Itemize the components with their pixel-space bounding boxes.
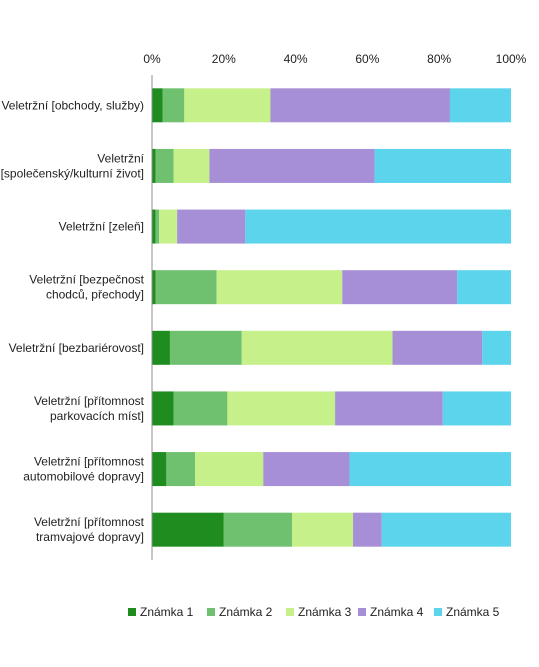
legend-label: Známka 2: [219, 605, 273, 619]
bar-segment: [392, 330, 483, 365]
x-tick-label: 80%: [427, 52, 451, 66]
bar-segment: [227, 391, 336, 426]
bar-segment: [169, 330, 242, 365]
bar-segment: [342, 270, 458, 305]
bar-segment: [152, 452, 167, 487]
bar-segment: [292, 512, 354, 547]
category-label: Veletržní [bezbariérovost]: [9, 341, 144, 355]
bar-segment: [177, 209, 246, 244]
legend-label: Známka 5: [446, 605, 500, 619]
bar-segment: [152, 148, 156, 183]
bar-segment: [223, 512, 293, 547]
bar-segment: [152, 391, 174, 426]
bar-segment: [270, 88, 450, 123]
bar-segment: [353, 512, 382, 547]
x-tick-label: 100%: [496, 52, 527, 66]
bar-segment: [152, 330, 170, 365]
bar-segment: [173, 148, 210, 183]
bar-segment: [195, 452, 264, 487]
category-label: Veletržní [přítomnost: [34, 515, 145, 529]
bar-segment: [152, 270, 156, 305]
bar-segment: [166, 452, 196, 487]
bar-segment: [263, 452, 350, 487]
bar-segment: [155, 148, 174, 183]
legend-item: Známka 2: [207, 605, 272, 619]
bar-segment: [173, 391, 228, 426]
category-label: Veletržní: [97, 151, 144, 165]
legend-label: Známka 3: [298, 605, 352, 619]
category-label: [společenský/kulturní život]: [1, 166, 144, 180]
legend-swatch: [286, 608, 294, 616]
bar-segment: [152, 512, 224, 547]
legend-swatch: [358, 608, 366, 616]
chart-legend: Známka 1 Známka 2 Známka 3 Známka 4 Známka 5: [0, 601, 539, 625]
legend-item: Známka 3: [286, 605, 351, 619]
x-tick-label: 0%: [143, 52, 161, 66]
bar-segment: [381, 512, 511, 547]
bar-segment: [335, 391, 443, 426]
bar-segment: [482, 330, 511, 365]
category-label: Veletržní [bezpečnost: [29, 273, 144, 287]
bar-segment: [152, 209, 156, 244]
x-tick-label: 20%: [212, 52, 236, 66]
legend-item: Známka 4: [358, 605, 423, 619]
category-label: automobilové dopravy]: [23, 470, 144, 484]
legend-swatch: [128, 608, 136, 616]
legend-label: Známka 1: [140, 605, 194, 619]
bar-segment: [152, 88, 163, 123]
bar-segment: [155, 270, 217, 305]
bar-segment: [449, 88, 511, 123]
bar-segment: [159, 209, 178, 244]
bar-segment: [155, 209, 160, 244]
category-label: Veletržní [přítomnost: [34, 455, 145, 469]
legend-swatch: [434, 608, 442, 616]
bar-segment: [184, 88, 271, 123]
bar-segment: [457, 270, 511, 305]
category-label: Veletržní [přítomnost: [34, 394, 145, 408]
category-label: parkovacích míst]: [50, 409, 144, 423]
bar-segment: [216, 270, 343, 305]
bar-segment: [245, 209, 511, 244]
stacked-bar-chart: 0% 20% 40% 60% 80% 100% Veletržní [obchody, sl…: [1, 52, 527, 560]
legend-label: Známka 4: [370, 605, 424, 619]
x-tick-label: 60%: [355, 52, 379, 66]
bar-segment: [162, 88, 185, 123]
category-label: tramvajové dopravy]: [36, 530, 144, 544]
legend-swatch: [207, 608, 215, 616]
bar-segment: [374, 148, 511, 183]
legend-item: Známka 5: [434, 605, 499, 619]
bar-segment: [349, 452, 511, 487]
bar-segment: [241, 330, 393, 365]
bar-segment: [442, 391, 511, 426]
x-tick-label: 40%: [284, 52, 308, 66]
category-label: Veletržní [zeleň]: [59, 220, 144, 234]
category-label: chodců, přechody]: [46, 288, 144, 302]
category-label: Veletržní [obchody, služby): [1, 98, 144, 112]
bar-segment: [209, 148, 375, 183]
legend-item: Známka 1: [128, 605, 193, 619]
